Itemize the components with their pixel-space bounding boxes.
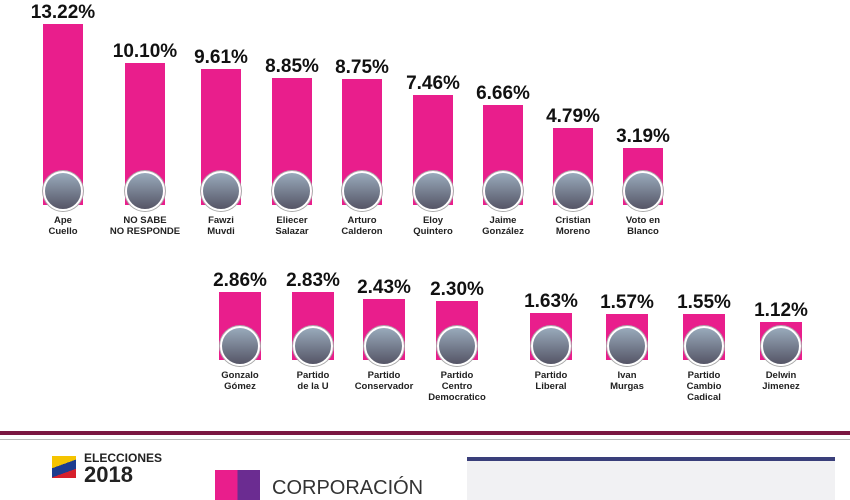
value-label: 2.30% <box>430 279 484 301</box>
photo <box>293 326 333 366</box>
value-label: 8.75% <box>335 57 389 79</box>
value-label: 3.19% <box>616 125 670 147</box>
category-label: Eloy Quintero <box>413 215 453 237</box>
category-label: Arturo Calderon <box>341 215 383 237</box>
category-label: Partido Liberal <box>534 370 568 392</box>
value-label: 2.43% <box>357 277 411 299</box>
category-label: Eliecer Salazar <box>275 215 309 237</box>
value-label: 2.86% <box>213 269 267 291</box>
photo <box>553 171 593 211</box>
footer-year: 2018 <box>84 462 133 487</box>
value-label: 1.55% <box>677 292 731 314</box>
photo <box>531 326 571 366</box>
value-label: 1.63% <box>524 290 578 312</box>
photo <box>364 326 404 366</box>
photo <box>43 171 83 211</box>
value-label: 4.79% <box>546 106 600 128</box>
category-label: Gonzalo Gómez <box>221 370 259 392</box>
partner-panel <box>467 457 835 500</box>
photo <box>684 326 724 366</box>
value-label: 2.83% <box>286 270 340 292</box>
photo <box>483 171 523 211</box>
category-label: Fawzi Muvdi <box>207 215 235 237</box>
category-label: Ivan Murgas <box>610 370 644 392</box>
category-label: Partido Cambio Cadical <box>686 370 722 403</box>
photo <box>413 171 453 211</box>
value-label: 8.85% <box>265 56 319 78</box>
photo <box>201 171 241 211</box>
company-logo <box>215 470 260 500</box>
category-label: Partido de la U <box>296 370 330 392</box>
photo <box>272 171 312 211</box>
divider-thin <box>0 439 850 440</box>
value-label: 13.22% <box>30 2 96 24</box>
photo <box>342 171 382 211</box>
value-label: 6.66% <box>476 83 530 105</box>
photo <box>125 171 165 211</box>
divider <box>0 431 850 435</box>
photo <box>437 326 477 366</box>
category-label: Partido Conservador <box>354 370 414 392</box>
photo <box>607 326 647 366</box>
photo <box>761 326 801 366</box>
flag-logo <box>52 456 76 478</box>
category-label: Ape Cuello <box>48 215 78 237</box>
value-label: 9.61% <box>194 46 248 68</box>
value-label: 1.57% <box>600 291 654 313</box>
category-label: Cristian Moreno <box>555 215 591 237</box>
footer-election: ELECCIONES <box>84 451 163 465</box>
category-label: NO SABE NO RESPONDE <box>109 215 181 237</box>
value-label: 10.10% <box>112 40 178 62</box>
category-label: Voto en Blanco <box>625 215 661 237</box>
photo <box>220 326 260 366</box>
category-label: Jaime González <box>482 215 524 237</box>
photo <box>623 171 663 211</box>
footer-company: CORPORACIÓN <box>272 477 424 499</box>
category-label: Delwin Jimenez <box>762 370 800 392</box>
value-label: 7.46% <box>406 73 460 95</box>
category-label: Partido Centro Democratico <box>428 370 486 403</box>
value-label: 1.12% <box>754 299 808 321</box>
